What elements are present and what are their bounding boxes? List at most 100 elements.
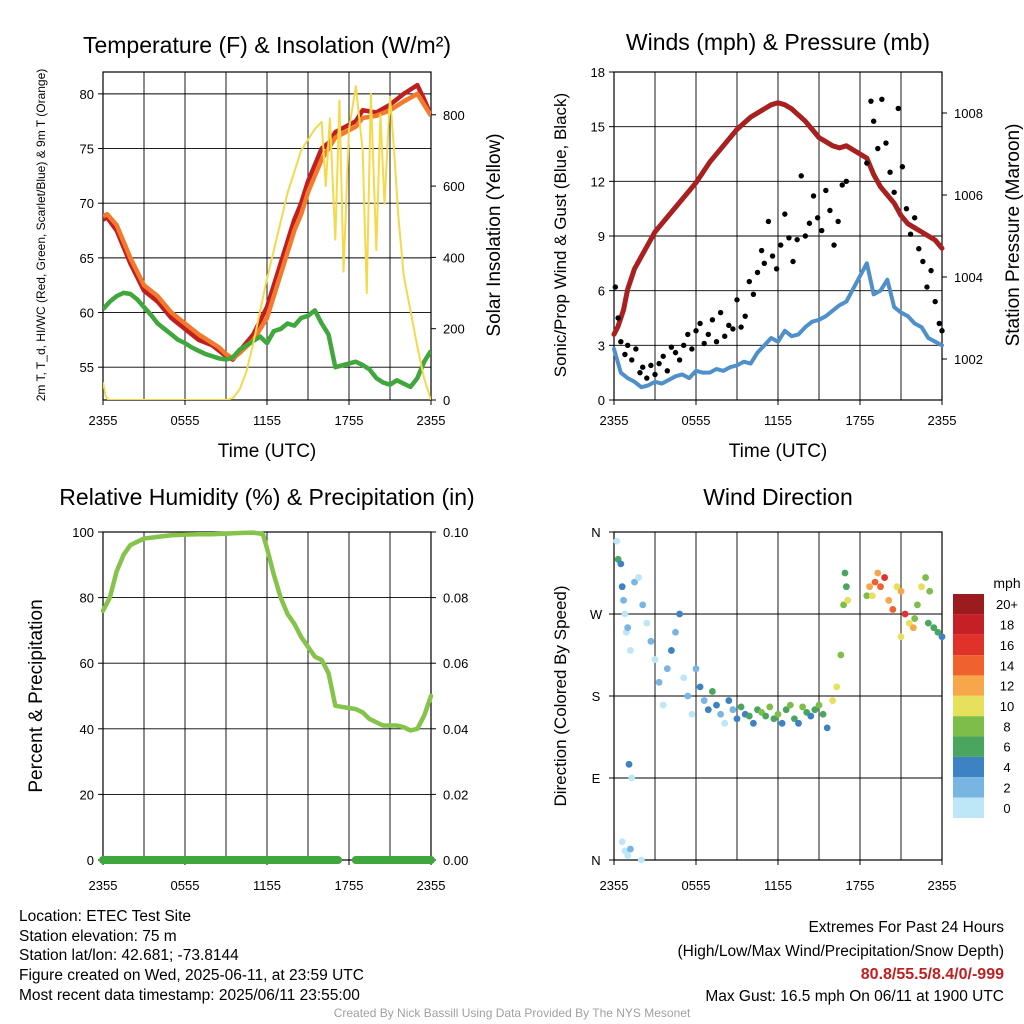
speed-legend-swatch xyxy=(953,655,984,676)
direction-point xyxy=(672,628,679,636)
direction-point xyxy=(823,724,831,732)
gust-point xyxy=(802,233,809,239)
temperature-series xyxy=(103,82,431,400)
direction-point xyxy=(635,574,642,581)
gust-point xyxy=(916,246,922,252)
direction-point xyxy=(770,715,778,723)
direction-point xyxy=(914,601,921,609)
winds-ytick-label: 9 xyxy=(598,229,605,244)
humidity-xtick-label: 1155 xyxy=(253,878,281,893)
direction-point xyxy=(829,697,837,704)
insolation-ytick-right-label: 0 xyxy=(443,393,450,408)
direction-point xyxy=(863,592,871,600)
direction-point xyxy=(799,703,806,711)
gust-point xyxy=(782,211,788,217)
temperature-ylabel-left: 2m T, T_d, HI/WC (Red, Green, Scarlet/Bl… xyxy=(34,69,48,402)
humidity-xtick-label: 1755 xyxy=(335,878,364,893)
pressure-ytick-right-label: 1006 xyxy=(954,188,983,203)
gust-point xyxy=(883,140,889,146)
direction-point xyxy=(618,838,626,846)
direction-point xyxy=(924,619,932,627)
direction-point xyxy=(725,697,733,704)
direction-point xyxy=(624,852,632,859)
gust-point xyxy=(810,193,817,199)
precip-ytick-right-label: 0.06 xyxy=(443,656,468,671)
direction-point xyxy=(905,619,913,627)
temperature-xtick-label: 2355 xyxy=(417,413,446,428)
precip-ytick-right-label: 0.00 xyxy=(443,853,468,868)
speed-legend-label: 16 xyxy=(1000,638,1014,653)
pressure-ytick-right-label: 1002 xyxy=(954,352,983,367)
direction-point xyxy=(871,578,879,586)
direction-point xyxy=(627,647,634,654)
gust-point xyxy=(778,242,784,248)
speed-legend-swatch xyxy=(953,797,984,818)
direction-point xyxy=(717,710,724,718)
direction-point xyxy=(815,701,823,709)
winds-xtick-label: 1755 xyxy=(846,413,875,428)
gust-point xyxy=(750,291,757,298)
direction-point xyxy=(676,610,683,618)
gust-point xyxy=(806,220,813,226)
humidity-ytick-label: 60 xyxy=(80,656,94,671)
direction-point xyxy=(911,615,919,622)
temperature-ytick-label: 75 xyxy=(80,142,94,157)
gust-point xyxy=(907,231,914,237)
gust-point xyxy=(652,371,658,378)
direction-point xyxy=(897,633,905,641)
direction-point xyxy=(647,637,655,645)
gust-point xyxy=(928,267,934,274)
direction-point xyxy=(750,719,757,727)
direction-point xyxy=(713,701,720,709)
speed-legend-swatch xyxy=(953,675,984,696)
gust-point xyxy=(629,357,635,363)
direction-point xyxy=(655,678,663,686)
direction-point xyxy=(901,610,909,618)
gust-point xyxy=(790,258,796,265)
gust-point xyxy=(637,369,643,376)
direction-point xyxy=(737,703,745,711)
gust-point xyxy=(681,342,687,349)
precip-ytick-right-label: 0.04 xyxy=(443,722,468,737)
gust-point xyxy=(870,118,877,124)
max-gust: Max Gust: 16.5 mph On 06/11 at 1900 UTC xyxy=(705,988,1004,1005)
gust-point xyxy=(742,313,748,319)
direction-point xyxy=(696,683,704,691)
gust-point xyxy=(656,360,662,367)
gust-point xyxy=(622,351,628,358)
direction-point xyxy=(930,624,938,632)
gust-point xyxy=(924,284,930,290)
humidity-ylabel-left: Percent & Precipitation xyxy=(26,599,47,792)
direction-point xyxy=(620,596,627,604)
direction-point xyxy=(651,656,659,663)
direction-point xyxy=(837,651,845,659)
direction-point xyxy=(778,719,786,727)
direction-point xyxy=(663,665,671,673)
wind-direction-ytick-label: N xyxy=(591,525,600,540)
gust-point xyxy=(738,324,744,330)
speed-legend-label: 4 xyxy=(1003,760,1010,775)
speed-legend-label: 18 xyxy=(1000,618,1014,633)
direction-point xyxy=(938,633,946,641)
temperature-ytick-label: 70 xyxy=(80,196,94,211)
gust-point xyxy=(730,326,736,332)
pressure-line xyxy=(611,100,945,337)
temperature-panel: Temperature (F) & Insolation (W/m²) 2m T… xyxy=(34,32,505,462)
gust-point xyxy=(612,284,619,290)
direction-point xyxy=(729,706,737,714)
gust-point xyxy=(819,227,825,234)
gust-point xyxy=(648,362,654,369)
direction-point xyxy=(617,560,625,568)
humidity-line xyxy=(100,530,434,733)
speed-legend-label: 14 xyxy=(1000,658,1014,673)
gust-point xyxy=(887,169,893,175)
direction-point xyxy=(841,569,849,577)
direction-point xyxy=(627,845,634,853)
humidity-ytick-label: 40 xyxy=(80,722,94,737)
gust-point xyxy=(823,187,829,194)
speed-legend-swatch xyxy=(953,736,984,757)
direction-point xyxy=(877,583,884,591)
direction-point xyxy=(844,596,852,604)
gust-point xyxy=(769,253,776,259)
gust-point xyxy=(798,173,804,179)
